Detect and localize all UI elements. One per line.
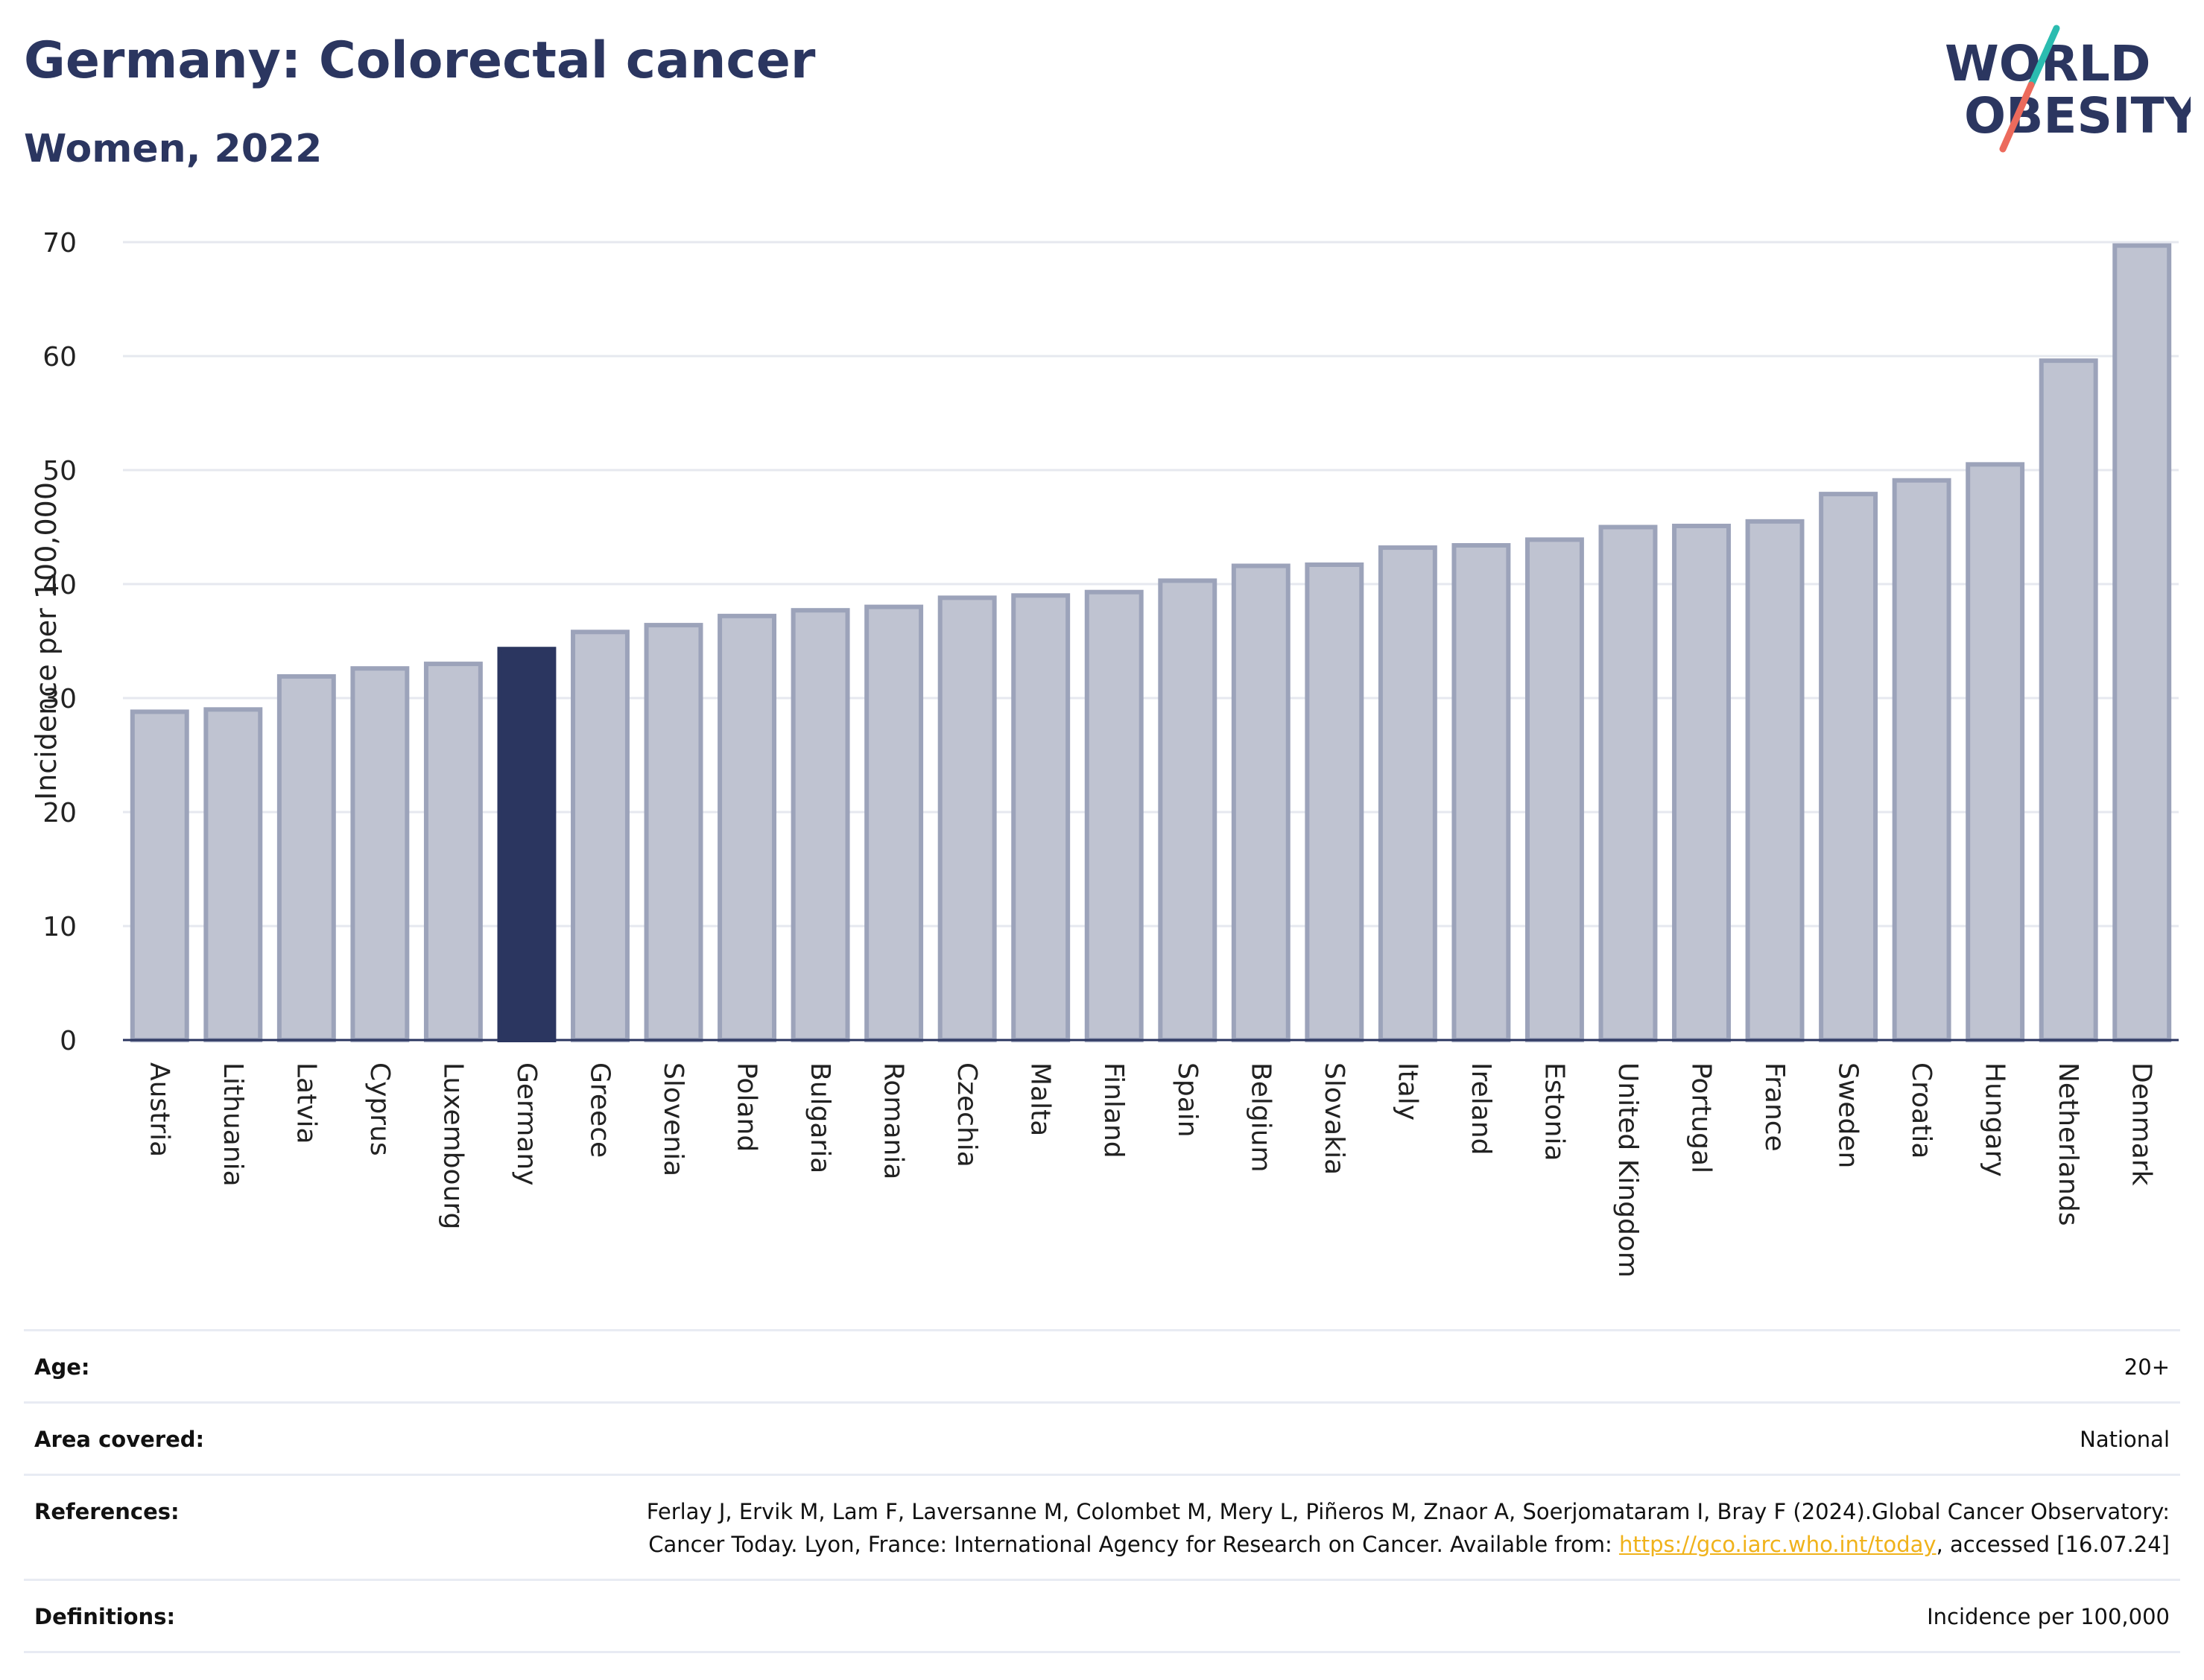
y-tick-label: 70 — [42, 228, 77, 259]
x-tick-label: Estonia — [1539, 1062, 1569, 1161]
bar-slovakia — [1305, 562, 1364, 1042]
info-table: Age: 20+ Area covered: National Referenc… — [24, 1329, 2180, 1653]
info-row-definitions: Definitions: Incidence per 100,000 — [24, 1579, 2180, 1653]
x-tick-label: Slovenia — [658, 1062, 688, 1176]
bar-netherlands — [2039, 358, 2098, 1042]
x-tick-label: Austria — [144, 1062, 174, 1157]
page-subtitle: Women, 2022 — [24, 127, 323, 171]
x-tick-label: Italy — [1392, 1062, 1422, 1120]
y-tick-label: 30 — [42, 684, 77, 714]
bar-ireland — [1451, 542, 1511, 1043]
x-tick-label: Poland — [732, 1062, 762, 1152]
logo-line-2: OBESITY — [1964, 87, 2191, 145]
references-accessed: , accessed [16.07.24] — [1936, 1532, 2170, 1557]
x-tick-label: Ireland — [1466, 1062, 1496, 1156]
x-tick-label: Romania — [878, 1062, 909, 1179]
definitions-label: Definitions: — [34, 1604, 176, 1629]
page-title: Germany: Colorectal cancer — [24, 31, 816, 90]
bar-spain — [1158, 578, 1217, 1043]
bar-hungary — [1966, 462, 2025, 1043]
y-tick-label: 0 — [60, 1026, 77, 1056]
world-obesity-logo: WORLD OBESITY — [1945, 25, 2191, 153]
bar-bulgaria — [791, 608, 850, 1042]
x-tick-label: Cyprus — [364, 1062, 395, 1156]
x-tick-label: Germany — [511, 1062, 542, 1185]
x-tick-label: Netherlands — [2053, 1062, 2083, 1226]
y-tick-label: 60 — [42, 342, 77, 373]
info-row-references: References: Ferlay J, Ervik M, Lam F, La… — [24, 1474, 2180, 1579]
bar-portugal — [1672, 523, 1731, 1043]
x-tick-label: Hungary — [1980, 1062, 2010, 1177]
bar-greece — [571, 630, 630, 1042]
y-tick-label: 40 — [42, 570, 77, 600]
y-axis-label: Incidence per 100,000 — [30, 482, 63, 800]
x-tick-label: Denmark — [2127, 1062, 2157, 1186]
bar-denmark — [2112, 243, 2172, 1043]
bar-slovenia — [644, 623, 703, 1042]
bar-cyprus — [350, 666, 410, 1042]
bar-latvia — [276, 673, 336, 1042]
bar-belgium — [1231, 563, 1291, 1042]
y-tick-label: 10 — [42, 912, 77, 942]
bar-romania — [864, 604, 924, 1042]
y-tick-label: 50 — [42, 456, 77, 486]
bar-chart: 0 10 20 30 40 50 60 70 Incidence per 100,000 Aust… — [30, 228, 2179, 1278]
bar-austria — [130, 709, 189, 1042]
info-row-area: Area covered: National — [24, 1401, 2180, 1474]
references-label: References: — [34, 1499, 180, 1524]
x-tick-label: Slovakia — [1319, 1062, 1349, 1175]
logo-slash-bottom — [1999, 81, 2035, 153]
bar-estonia — [1524, 537, 1584, 1042]
bar-poland — [718, 613, 777, 1042]
bar-germany — [497, 647, 557, 1042]
x-tick-label: Malta — [1025, 1062, 1056, 1136]
references-value: Ferlay J, Ervik M, Lam F, Laversanne M, … — [605, 1495, 2170, 1561]
bar-croatia — [1892, 478, 1951, 1042]
bar-lithuania — [203, 707, 263, 1042]
bar-malta — [1011, 593, 1071, 1042]
references-text: Ferlay J, Ervik M, Lam F, Laversanne M, … — [646, 1499, 2170, 1557]
x-tick-label: Sweden — [1833, 1062, 1863, 1168]
x-tick-label: Finland — [1098, 1062, 1129, 1158]
y-tick-label: 20 — [42, 798, 77, 828]
x-tick-label: Luxembourg — [437, 1062, 468, 1229]
x-tick-label: France — [1759, 1062, 1790, 1152]
bar-france — [1745, 519, 1805, 1043]
x-tick-label: Czechia — [951, 1062, 982, 1167]
logo-slash-top — [2027, 25, 2060, 89]
x-tick-label: Bulgaria — [805, 1062, 835, 1173]
bar-finland — [1084, 589, 1144, 1042]
area-value: National — [2080, 1427, 2170, 1452]
area-label: Area covered: — [34, 1427, 205, 1452]
x-tick-label: Portugal — [1686, 1062, 1717, 1173]
info-row-age: Age: 20+ — [24, 1329, 2180, 1401]
bar-luxembourg — [423, 662, 483, 1042]
x-tick-label: Lithuania — [218, 1062, 248, 1187]
x-tick-label: Greece — [584, 1062, 615, 1158]
references-link[interactable]: https://gco.iarc.who.int/today — [1618, 1532, 1937, 1557]
age-value: 20+ — [2124, 1354, 2170, 1380]
x-tick-label: Spain — [1172, 1062, 1203, 1138]
x-tick-label: Croatia — [1906, 1062, 1937, 1158]
bar-czechia — [937, 595, 997, 1042]
bar-italy — [1378, 545, 1437, 1043]
age-label: Age: — [34, 1354, 90, 1380]
x-tick-label: United Kingdom — [1612, 1062, 1643, 1278]
bar-sweden — [1819, 492, 1878, 1042]
x-tick-label: Latvia — [291, 1062, 321, 1144]
x-tick-label: Belgium — [1245, 1062, 1276, 1173]
bar-united-kingdom — [1598, 524, 1658, 1042]
definitions-value: Incidence per 100,000 — [1927, 1604, 2170, 1629]
